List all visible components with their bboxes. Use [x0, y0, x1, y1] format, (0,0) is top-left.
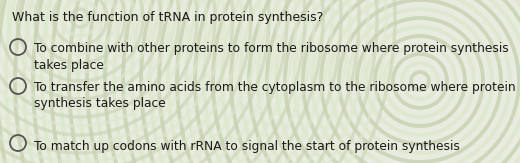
Text: To match up codons with rRNA to signal the start of protein synthesis: To match up codons with rRNA to signal t… — [34, 140, 460, 153]
Text: To combine with other proteins to form the ribosome where protein synthesis
take: To combine with other proteins to form t… — [34, 42, 509, 72]
Text: What is the function of tRNA in protein synthesis?: What is the function of tRNA in protein … — [12, 11, 323, 24]
Text: To transfer the amino acids from the cytoplasm to the ribosome where protein
syn: To transfer the amino acids from the cyt… — [34, 81, 516, 111]
